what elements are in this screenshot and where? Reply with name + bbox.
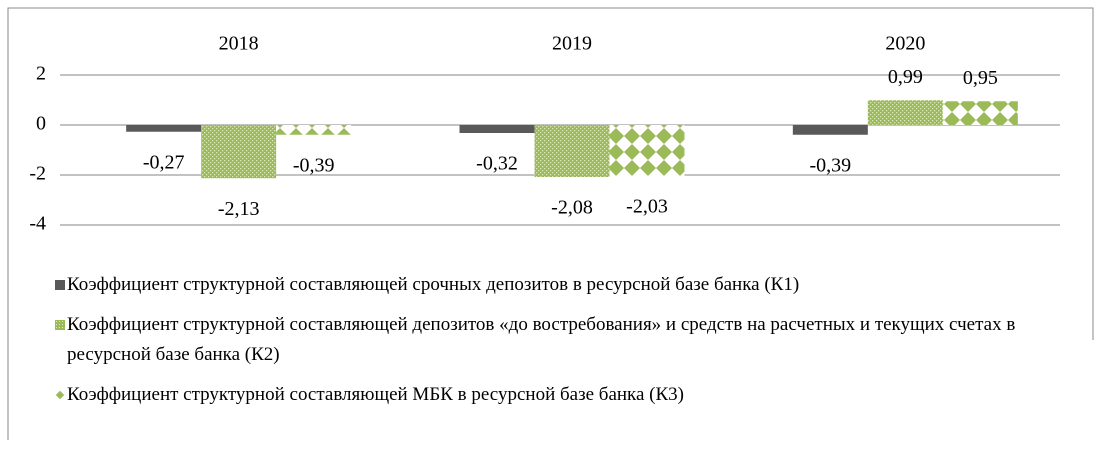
y-tick-label: 0 xyxy=(36,113,46,135)
legend-marker xyxy=(55,280,65,290)
legend-item: Коэффициент структурной составляющей деп… xyxy=(55,310,1055,370)
data-label: 0,95 xyxy=(963,67,998,89)
data-label: -2,08 xyxy=(551,197,593,219)
bar xyxy=(276,125,352,135)
legend-label: Коэффициент структурной составляющей МБК… xyxy=(67,384,684,405)
data-label: -0,39 xyxy=(293,154,335,176)
bar xyxy=(459,125,535,133)
y-tick-label: 2 xyxy=(36,63,46,85)
bar xyxy=(534,125,610,177)
category-label: 2019 xyxy=(552,33,592,55)
bar xyxy=(126,125,202,132)
legend-item: Коэффициент структурной составляющей сро… xyxy=(55,270,1055,300)
bar xyxy=(792,125,868,135)
y-tick-label: -4 xyxy=(29,213,46,235)
category-label: 2018 xyxy=(219,33,259,55)
bar xyxy=(867,100,943,125)
legend: Коэффициент структурной составляющей сро… xyxy=(55,270,1055,420)
bar xyxy=(201,125,277,179)
legend-marker xyxy=(55,320,65,330)
legend-marker xyxy=(55,390,65,400)
category-label: 2020 xyxy=(885,33,925,55)
y-tick-label: -2 xyxy=(29,163,46,185)
data-label: 0,99 xyxy=(888,66,923,88)
legend-item: Коэффициент структурной составляющей МБК… xyxy=(55,380,1055,410)
bar xyxy=(942,101,1018,125)
legend-label: Коэффициент структурной составляющей сро… xyxy=(67,274,800,295)
data-label: -2,13 xyxy=(218,198,260,220)
data-label: -0,39 xyxy=(809,154,851,176)
frame-border xyxy=(7,7,1094,440)
legend-label: Коэффициент структурной составляющей деп… xyxy=(67,314,1016,365)
data-label: -2,03 xyxy=(626,195,668,217)
bar xyxy=(609,125,685,176)
data-label: -0,27 xyxy=(143,151,185,173)
data-label: -0,32 xyxy=(476,153,518,175)
